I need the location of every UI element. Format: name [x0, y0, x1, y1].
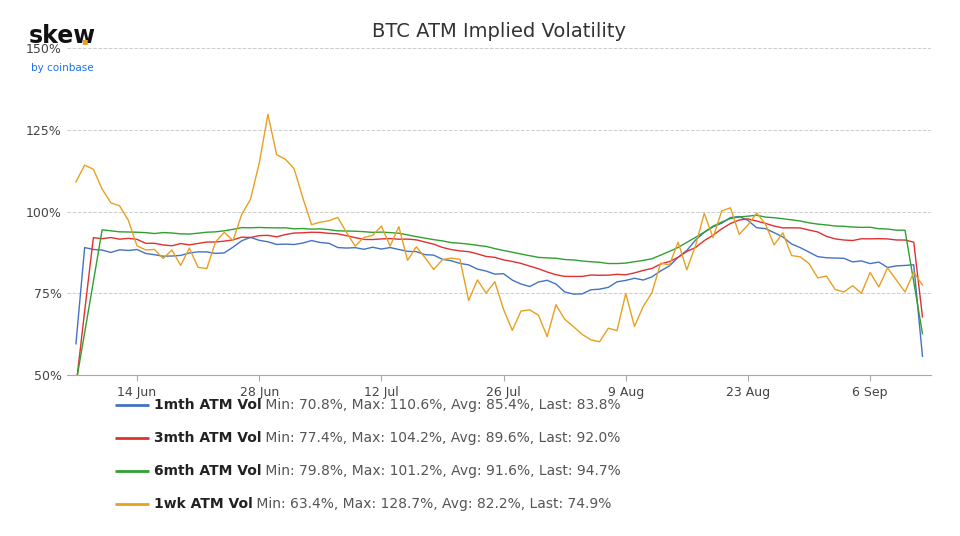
Text: Min: 70.8%, Max: 110.6%, Avg: 85.4%, Last: 83.8%: Min: 70.8%, Max: 110.6%, Avg: 85.4%, Las…	[261, 398, 621, 412]
Text: 6mth ATM Vol: 6mth ATM Vol	[154, 464, 261, 478]
Text: Min: 77.4%, Max: 104.2%, Avg: 89.6%, Last: 92.0%: Min: 77.4%, Max: 104.2%, Avg: 89.6%, Las…	[261, 431, 620, 445]
Text: .: .	[79, 23, 89, 50]
Text: 3mth ATM Vol: 3mth ATM Vol	[154, 431, 261, 445]
Text: 1mth ATM Vol: 1mth ATM Vol	[154, 398, 261, 412]
Text: skew: skew	[29, 24, 96, 48]
Text: Min: 79.8%, Max: 101.2%, Avg: 91.6%, Last: 94.7%: Min: 79.8%, Max: 101.2%, Avg: 91.6%, Las…	[261, 464, 621, 478]
Text: 1wk ATM Vol: 1wk ATM Vol	[154, 497, 252, 511]
Text: by coinbase: by coinbase	[31, 63, 93, 73]
Text: Min: 63.4%, Max: 128.7%, Avg: 82.2%, Last: 74.9%: Min: 63.4%, Max: 128.7%, Avg: 82.2%, Las…	[252, 497, 612, 511]
Title: BTC ATM Implied Volatility: BTC ATM Implied Volatility	[372, 22, 626, 41]
